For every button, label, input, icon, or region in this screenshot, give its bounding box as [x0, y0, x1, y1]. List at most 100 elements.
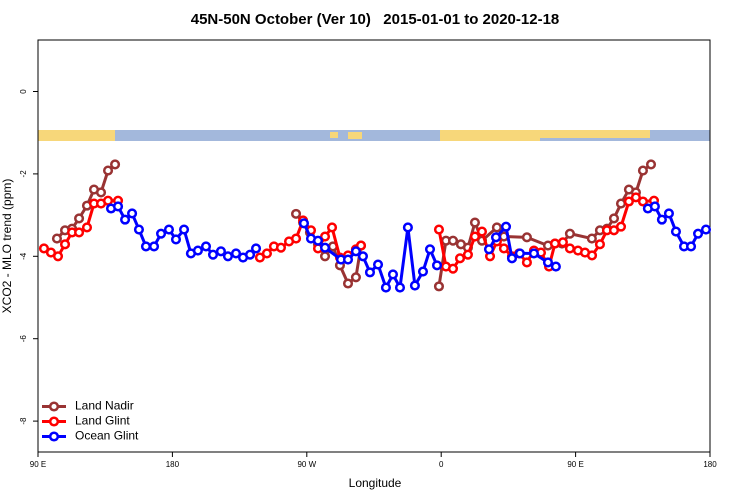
map-strip — [38, 130, 710, 141]
data-point — [424, 244, 436, 255]
data-point — [447, 263, 459, 274]
data-point — [192, 245, 203, 256]
data-point — [261, 248, 272, 259]
data-point — [615, 198, 627, 209]
data-point — [215, 246, 226, 257]
data-point — [469, 231, 480, 242]
data-point — [298, 218, 310, 229]
data-point — [312, 235, 324, 246]
data-point — [586, 233, 597, 244]
legend-label: Land Glint — [75, 414, 130, 428]
data-point — [521, 232, 532, 243]
data-point — [469, 217, 480, 228]
data-point — [500, 221, 512, 232]
data-point — [649, 201, 660, 212]
data-point — [402, 222, 413, 233]
legend-marker — [48, 401, 60, 412]
data-point — [380, 282, 391, 293]
data-point — [615, 221, 627, 232]
data-point — [608, 213, 620, 224]
y-tick-label: -2 — [19, 170, 28, 178]
data-point — [549, 238, 561, 249]
data-point — [319, 251, 331, 262]
data-point — [148, 241, 160, 252]
data-point — [59, 239, 71, 250]
data-point — [409, 280, 420, 291]
data-point — [564, 243, 575, 254]
data-point — [447, 235, 459, 246]
data-point — [81, 222, 93, 233]
data-point — [700, 224, 712, 235]
data-point — [52, 251, 64, 262]
data-point — [112, 201, 124, 212]
data-point — [245, 249, 256, 260]
data-point — [350, 272, 361, 283]
data-point — [630, 192, 641, 203]
legend-label: Ocean Glint — [75, 429, 139, 443]
data-point — [483, 244, 495, 255]
data-point — [433, 281, 445, 292]
data-point — [207, 249, 219, 260]
data-point — [133, 224, 144, 235]
data-point — [319, 231, 331, 242]
data-point — [564, 228, 575, 239]
data-point — [454, 253, 466, 264]
x-tick-label: 180 — [166, 460, 180, 469]
data-point — [342, 254, 354, 265]
data-point — [102, 165, 114, 176]
data-point — [254, 252, 265, 263]
data-point — [38, 243, 50, 254]
data-point — [170, 234, 182, 245]
data-point — [290, 208, 302, 219]
data-point — [514, 248, 525, 259]
x-axis-label: Longitude — [349, 476, 402, 490]
data-point — [491, 222, 502, 233]
data-point — [350, 246, 361, 257]
data-point — [594, 239, 605, 250]
data-point — [222, 251, 234, 262]
data-point — [462, 249, 473, 260]
data-point — [656, 214, 667, 225]
data-point — [490, 232, 502, 243]
data-point — [506, 253, 518, 264]
plot-frame — [37, 39, 711, 453]
data-point — [431, 260, 443, 271]
data-point — [645, 159, 657, 170]
data-point — [290, 233, 302, 244]
x-tick-label: 90 E — [567, 460, 583, 469]
data-point — [326, 222, 338, 233]
data-point — [275, 242, 287, 253]
data-point — [110, 159, 121, 170]
data-point — [200, 241, 212, 252]
data-point — [140, 241, 152, 252]
data-point — [364, 267, 376, 278]
x-tick-label: 180 — [703, 460, 717, 469]
data-point — [521, 257, 532, 268]
data-point — [250, 243, 262, 254]
y-tick-label: 0 — [19, 89, 28, 94]
data-point — [498, 243, 509, 254]
data-point — [156, 228, 167, 239]
data-point — [637, 196, 648, 207]
data-point — [670, 226, 682, 237]
data-point — [550, 261, 561, 272]
data-point — [120, 214, 131, 225]
legend-marker — [48, 416, 60, 427]
data-point — [74, 213, 85, 224]
data-point — [693, 228, 704, 239]
data-point — [528, 248, 539, 259]
chart-title: 45N-50N October (Ver 10) 2015-01-01 to 2… — [191, 11, 560, 28]
data-point — [127, 208, 138, 219]
data-point — [586, 250, 598, 261]
data-point — [102, 195, 114, 206]
data-point — [357, 251, 368, 262]
data-point — [685, 241, 697, 252]
data-point — [542, 257, 554, 268]
data-point — [178, 224, 190, 235]
data-point — [230, 248, 242, 259]
x-tick-label: 90 E — [30, 460, 46, 469]
data-point — [476, 226, 488, 237]
data-point — [74, 227, 85, 238]
